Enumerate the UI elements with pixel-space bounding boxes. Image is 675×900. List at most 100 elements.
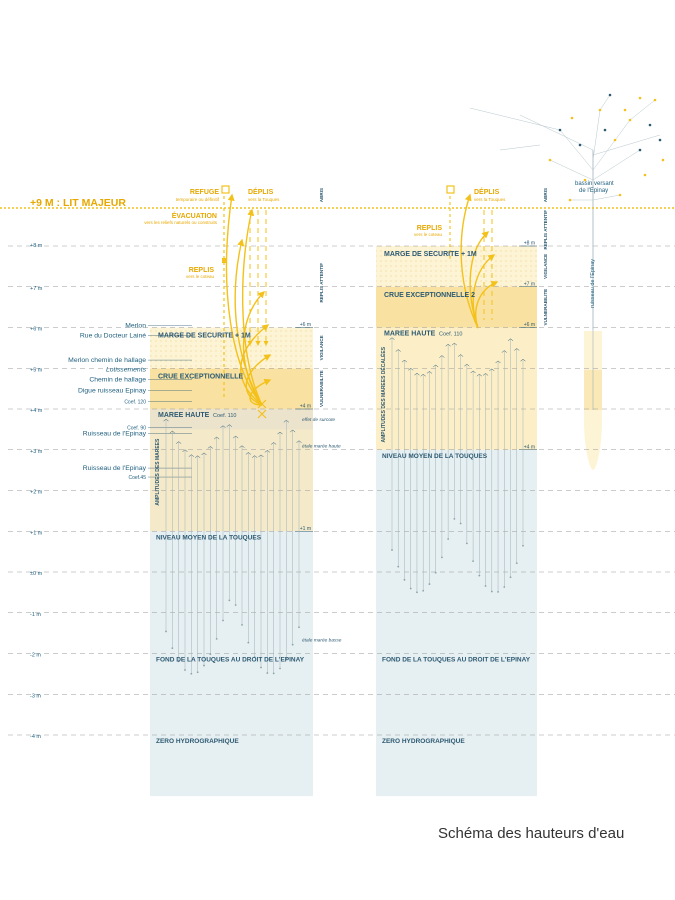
left-side-abris: ABRIS bbox=[319, 188, 324, 202]
left-tide-point bbox=[260, 666, 262, 669]
right-tide-point bbox=[497, 590, 499, 593]
left-tide-point bbox=[171, 647, 174, 650]
level-label: +7 m bbox=[30, 286, 43, 292]
left-tide-chevron bbox=[220, 425, 226, 428]
right-tide-chevron bbox=[501, 350, 507, 353]
right-tide-chevron bbox=[395, 349, 401, 352]
label-rue-docteur-laine: Rue du Docteur Lainé bbox=[80, 333, 146, 340]
left-tide-chevron bbox=[176, 441, 182, 444]
tree-branch bbox=[559, 129, 594, 171]
level-label: -4 m bbox=[30, 734, 41, 740]
right-tide-point bbox=[453, 517, 456, 520]
right-tide-chevron bbox=[489, 368, 495, 372]
note-effet-surcote: effet de surcote bbox=[302, 417, 335, 423]
right-tide-chevron bbox=[414, 372, 420, 376]
left-tide-point bbox=[253, 656, 256, 659]
right-niveau-moyen-label: NIVEAU MOYEN DE LA TOUQUES bbox=[382, 453, 488, 460]
level-label: -3 m bbox=[30, 693, 41, 699]
refuge-label: REFUGE bbox=[190, 189, 220, 196]
right-tide-point bbox=[472, 560, 474, 563]
right-evacuation-arrow bbox=[460, 193, 479, 329]
left-amplitude-label: AMPLITUDES DES MAREES bbox=[155, 438, 161, 506]
left-tide-point bbox=[209, 653, 212, 656]
left-tide-chevron bbox=[163, 418, 169, 422]
tree-branch bbox=[592, 194, 621, 201]
right-tide-chevron bbox=[476, 373, 482, 377]
right-tick-label: +6 m bbox=[524, 322, 535, 328]
left-tide-point bbox=[190, 672, 193, 675]
right-tide-point bbox=[422, 589, 425, 592]
right-tide-point bbox=[509, 576, 512, 579]
right-water-band bbox=[376, 449, 537, 797]
right-tide-chevron bbox=[507, 338, 514, 341]
label-lotissements: Lotissements bbox=[106, 366, 147, 373]
left-tide-point bbox=[222, 619, 224, 622]
evacuation-arrow bbox=[241, 208, 263, 406]
left-side-repli-attentif: REPLIS ATTENTIF bbox=[319, 263, 324, 303]
left-tide-chevron bbox=[271, 442, 277, 445]
label-digue-ruisseau: Digue ruisseau Epinay bbox=[78, 388, 147, 395]
right-tide-point bbox=[397, 565, 400, 568]
right-tide-point bbox=[428, 583, 431, 585]
right-fond-label: FOND DE LA TOUQUES AU DROIT DE L'EPINAY bbox=[382, 657, 531, 664]
left-tide-chevron bbox=[188, 454, 194, 457]
right-tide-point bbox=[403, 578, 406, 581]
tide-amplitude-lines bbox=[163, 337, 526, 675]
right-crue-label: CRUE EXCEPTIONNELLE 2 bbox=[384, 292, 475, 299]
level-label: +4 m bbox=[30, 408, 43, 414]
tree-dot bbox=[653, 98, 657, 102]
left-marge-band bbox=[150, 327, 313, 369]
right-tide-point bbox=[409, 587, 412, 590]
left-tide-point bbox=[203, 664, 205, 667]
right-zero-label: ZERO HYDROGRAPHIQUE bbox=[382, 738, 465, 745]
column-backgrounds bbox=[150, 246, 602, 797]
right-tick-label: +7 m bbox=[524, 281, 535, 287]
right-tide-point bbox=[416, 591, 418, 594]
left-tick-label: +1 m bbox=[300, 526, 311, 532]
left-zero-label: ZERO HYDROGRAPHIQUE bbox=[156, 738, 239, 745]
replis-square-icon bbox=[222, 258, 227, 263]
left-tick-label: +6 m bbox=[300, 322, 311, 328]
right-tide-point bbox=[441, 556, 443, 559]
right-tide-chevron bbox=[445, 343, 451, 347]
left-niveau-moyen-label: NIVEAU MOYEN DE LA TOUQUES bbox=[156, 534, 262, 541]
left-tide-point bbox=[165, 630, 167, 633]
right-side-vulnerabilite: VULNERABILITE bbox=[543, 289, 548, 326]
tree-dot bbox=[608, 93, 612, 97]
left-tide-chevron bbox=[214, 436, 220, 440]
left-tide-point bbox=[279, 667, 281, 670]
right-deplis-label: DÉPLIS bbox=[474, 187, 500, 196]
tree-dot bbox=[661, 158, 665, 162]
left-tide-point bbox=[266, 672, 269, 674]
left-marge-label: MARGE DE SECURITE + 1M bbox=[158, 333, 251, 340]
right-tide-chevron bbox=[426, 371, 433, 374]
right-maree-haute-label: MAREE HAUTE bbox=[384, 331, 436, 338]
left-tide-point bbox=[247, 641, 250, 644]
right-deplis-sub: vers la Touques bbox=[474, 197, 506, 202]
right-tick-label: +8 m bbox=[524, 241, 535, 247]
evacuation-arrow bbox=[225, 193, 263, 406]
right-tide-chevron bbox=[520, 358, 526, 362]
right-evacuation-arrow bbox=[475, 280, 499, 329]
tree-branch bbox=[592, 149, 641, 181]
note-etale-basse: étale marée basse bbox=[302, 637, 342, 643]
evacuation-arrow bbox=[234, 238, 263, 406]
level-label: +6 m bbox=[30, 327, 43, 333]
left-tide-chevron bbox=[252, 455, 258, 458]
right-maree-haute-band bbox=[376, 327, 537, 450]
left-tide-chevron bbox=[195, 455, 201, 458]
replis-sub: vers le coteau bbox=[186, 274, 215, 279]
left-maree-haute-label: MAREE HAUTE bbox=[158, 412, 210, 419]
level-label: +5 m bbox=[30, 367, 43, 373]
right-tide-chevron bbox=[389, 337, 395, 340]
tree-dot bbox=[638, 148, 642, 152]
left-tide-chevron bbox=[233, 435, 239, 439]
left-tide-point bbox=[272, 672, 275, 675]
left-tide-point bbox=[291, 643, 294, 646]
left-tide-chevron bbox=[296, 440, 302, 443]
right-tide-chevron bbox=[514, 348, 520, 351]
right-replis-sub: vers le coteau bbox=[414, 232, 443, 237]
evacuation-arrow bbox=[240, 324, 270, 406]
right-tide-point bbox=[434, 571, 437, 574]
right-side-vigilance: VIGILANCE bbox=[543, 254, 548, 279]
